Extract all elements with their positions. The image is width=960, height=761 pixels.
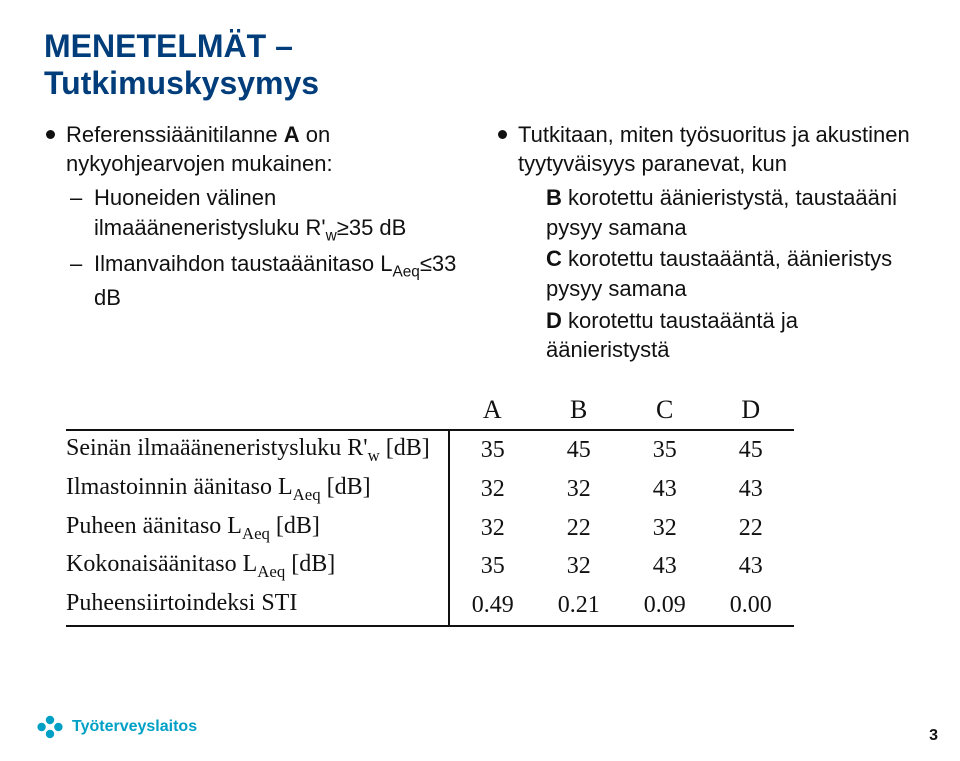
row-label: Kokonaisäänitaso LAeq [dB]	[66, 547, 449, 586]
right-sub-d: D korotettu taustaääntä ja äänieristystä	[518, 306, 916, 365]
table-row: Kokonaisäänitaso LAeq [dB] 35 32 43 43	[66, 547, 794, 586]
left-bullet-1: Referenssiäänitilanne A on nykyohjearvoj…	[44, 120, 464, 313]
col-head-c: C	[622, 391, 708, 430]
right-sub-c: C korotettu taustaääntä, äänieristys pys…	[518, 244, 916, 303]
table-body: Seinän ilmaääneneristysluku R'w [dB] 35 …	[66, 430, 794, 626]
row-label: Puheensiirtoindeksi STI	[66, 586, 449, 626]
page-number: 3	[929, 727, 938, 745]
left-sub-2: Ilmanvaihdon taustaäänitaso LAeq≤33 dB	[66, 249, 464, 313]
logo-icon	[36, 713, 64, 741]
table-row: Ilmastoinnin äänitaso LAeq [dB] 32 32 43…	[66, 470, 794, 509]
data-table: A B C D Seinän ilmaääneneristysluku R'w …	[66, 391, 794, 627]
left-sub-1: Huoneiden välinen ilmaääneneristysluku R…	[66, 183, 464, 247]
footer-logo: Työterveyslaitos	[36, 713, 197, 741]
title-line2: Tutkimuskysymys	[44, 65, 319, 101]
table-corner	[66, 391, 449, 430]
right-bullet-1: Tutkitaan, miten työsuoritus ja akustine…	[496, 120, 916, 366]
slide-title: MENETELMÄT – Tutkimuskysymys	[44, 28, 916, 102]
logo-text: Työterveyslaitos	[72, 718, 197, 736]
slide: MENETELMÄT – Tutkimuskysymys Referenssiä…	[0, 0, 960, 761]
table-row: Puheensiirtoindeksi STI 0.49 0.21 0.09 0…	[66, 586, 794, 626]
data-table-wrap: A B C D Seinän ilmaääneneristysluku R'w …	[66, 391, 916, 627]
col-head-d: D	[708, 391, 794, 430]
col-head-b: B	[536, 391, 622, 430]
table-row: Seinän ilmaääneneristysluku R'w [dB] 35 …	[66, 430, 794, 470]
right-sub-b: B korotettu äänieristystä, taustaääni py…	[518, 183, 916, 242]
right-column: Tutkitaan, miten työsuoritus ja akustine…	[496, 120, 916, 370]
row-label: Ilmastoinnin äänitaso LAeq [dB]	[66, 470, 449, 509]
title-line1: MENETELMÄT –	[44, 28, 293, 64]
col-head-a: A	[449, 391, 536, 430]
left-column: Referenssiäänitilanne A on nykyohjearvoj…	[44, 120, 464, 370]
row-label: Seinän ilmaääneneristysluku R'w [dB]	[66, 430, 449, 470]
row-label: Puheen äänitaso LAeq [dB]	[66, 509, 449, 548]
columns: Referenssiäänitilanne A on nykyohjearvoj…	[44, 120, 916, 370]
table-row: Puheen äänitaso LAeq [dB] 32 22 32 22	[66, 509, 794, 548]
